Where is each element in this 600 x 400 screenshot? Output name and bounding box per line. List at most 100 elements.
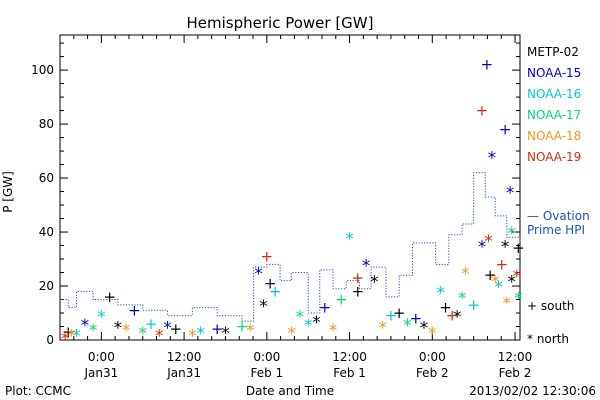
noaa-18-point: *: [67, 327, 76, 347]
noaa-18-point: *: [287, 324, 296, 344]
metp-02-point: *: [312, 313, 321, 333]
ovation-prime-hpi-path: [60, 172, 521, 322]
footer-timestamp: 2013/02/02 12:30:06: [469, 384, 596, 398]
noaa-15-point: *: [488, 148, 497, 168]
noaa-19-point: +: [446, 307, 459, 325]
noaa-15-point: *: [81, 316, 90, 336]
noaa-16-point: *: [436, 283, 445, 303]
noaa-15-point: +: [499, 120, 512, 138]
noaa-18-point: *: [461, 265, 470, 285]
metp-02-point: *: [453, 308, 462, 328]
metp-02-point: *: [420, 319, 429, 339]
y-tick-label: 40: [39, 225, 54, 239]
metp-02-point: +: [62, 323, 75, 341]
noaa-18-point: *: [329, 321, 338, 341]
noaa-17-point: *: [458, 289, 467, 309]
noaa-17-point: +: [335, 291, 348, 309]
noaa-16-point: *: [72, 327, 81, 347]
metp-02-point: +: [103, 288, 116, 306]
metp-02-point: +: [393, 304, 406, 322]
metp-02-point: *: [501, 238, 510, 258]
y-tick-label: 100: [31, 63, 54, 77]
footer-x-axis-label: Date and Time: [246, 384, 334, 398]
y-tick-label: 0: [46, 333, 54, 347]
x-tick-label-date: Jan31: [83, 366, 118, 380]
x-tick-label-time: 0:00: [419, 350, 446, 364]
noaa-17-point: *: [138, 324, 147, 344]
ovation-legend-line2: Prime HPI: [527, 223, 585, 237]
metp-02-point: +: [512, 239, 525, 257]
metp-02-point: +: [264, 274, 277, 292]
noaa-16-point: *: [97, 308, 106, 328]
noaa-15-point: *: [254, 265, 263, 285]
noaa-16-point: +: [467, 296, 480, 314]
legend-noaa-18: NOAA-18: [527, 129, 581, 143]
x-tick-label-time: 12:00: [498, 350, 533, 364]
metp-02-point: +: [439, 299, 452, 317]
noaa-19-point: +: [352, 269, 365, 287]
noaa-19-point: *: [512, 267, 521, 287]
metp-02-point: +: [170, 320, 183, 338]
y-tick-label: 60: [39, 171, 54, 185]
legend: METP-02 NOAA-15 NOAA-16 NOAA-17 NOAA-18 NOAA-…: [527, 45, 581, 164]
noaa-18-point: *: [122, 321, 131, 341]
metp-02-point: *: [221, 324, 230, 344]
noaa-15-point: +: [128, 301, 141, 319]
x-tick-label-date: Feb 1: [250, 366, 283, 380]
noaa-16-point: +: [269, 282, 282, 300]
noaa-19-point: +: [476, 102, 489, 120]
metp-02-point: *: [370, 273, 379, 293]
x-tick-label-date: Feb 2: [416, 366, 449, 380]
ovation-legend-line1: — Ovation: [527, 209, 590, 223]
legend-noaa-19: NOAA-19: [527, 150, 581, 164]
noaa-15-point: +: [318, 299, 331, 317]
noaa-18-point: *: [378, 319, 387, 339]
plot-frame: [59, 34, 521, 341]
x-tick-label-date: Jan31: [166, 366, 201, 380]
noaa-19-point: *: [484, 232, 493, 252]
noaa-15-point: *: [478, 238, 487, 258]
noaa-15-point: *: [163, 319, 172, 339]
noaa-18-point: *: [503, 294, 512, 314]
metp-02-point: +: [484, 266, 497, 284]
y-axis: 0 20 40 60 80 100: [31, 42, 520, 347]
ovation-prime-hpi-line: [60, 172, 521, 322]
x-axis: 0:00 Jan31 12:00 Jan31 0:00 Feb 1 12:00 Feb 1 0:…: [59, 35, 533, 380]
noaa-18-point: *: [428, 324, 437, 344]
footer-plot-credit: Plot: CCMC: [5, 384, 71, 398]
x-tick-label-date: Feb 2: [499, 366, 532, 380]
x-tick-label-time: 0:00: [253, 350, 280, 364]
metp-02-point: *: [114, 319, 123, 339]
noaa-17-point: *: [514, 289, 523, 309]
noaa-16-point: *: [494, 278, 503, 298]
y-tick-label: 20: [39, 279, 54, 293]
noaa-17-point: +: [236, 318, 249, 336]
noaa-17-point: *: [296, 308, 305, 328]
noaa-16-point: *: [345, 229, 354, 249]
noaa-18-point: *: [491, 273, 500, 293]
chart-title: Hemispheric Power [GW]: [187, 14, 374, 32]
north-marker-legend: * north: [527, 332, 569, 346]
noaa-19-point: +: [496, 255, 509, 273]
noaa-15-point: *: [362, 256, 371, 276]
y-axis-label: P [GW]: [1, 171, 15, 213]
data-points: ++* + **+*+ *+*+*+**+*+* +*+*+*+*+*** +*+**+*…: [61, 56, 525, 350]
legend-noaa-16: NOAA-16: [527, 87, 581, 101]
noaa-16-point: *: [196, 324, 205, 344]
noaa-19-point: *: [155, 327, 164, 347]
noaa-18-point: *: [188, 327, 197, 347]
noaa-15-point: +: [409, 309, 422, 327]
noaa-17-point: *: [89, 321, 98, 341]
noaa-15-point: *: [506, 184, 515, 204]
legend-noaa-17: NOAA-17: [527, 108, 581, 122]
south-marker-legend: + south: [527, 299, 574, 313]
noaa-16-point: +: [145, 315, 158, 333]
noaa-18-point: *: [246, 321, 255, 341]
noaa-16-point: +: [385, 307, 398, 325]
x-tick-label-time: 12:00: [332, 350, 367, 364]
noaa-17-point: *: [403, 316, 412, 336]
legend-noaa-15: NOAA-15: [527, 66, 581, 80]
noaa-16-point: *: [304, 316, 313, 336]
y-tick-label: 80: [39, 117, 54, 131]
